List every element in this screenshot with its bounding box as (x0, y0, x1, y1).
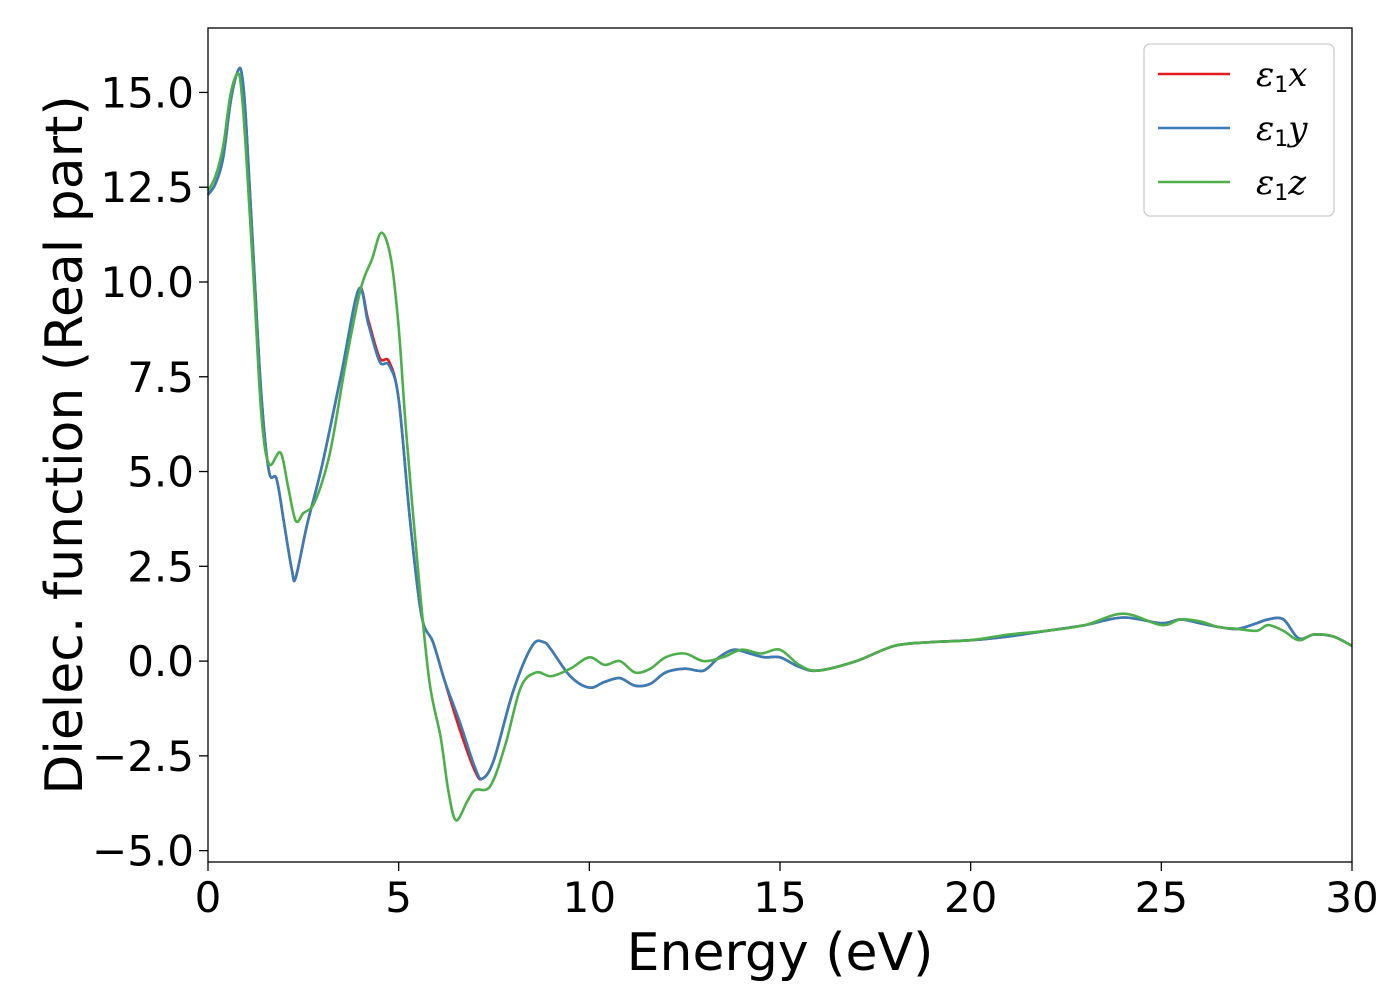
x-axis-ticks: 0 5 10 15 20 25 30 (195, 862, 1379, 922)
y-tick-label: 2.5 (127, 542, 194, 591)
x-tick-label: 5 (385, 873, 412, 922)
x-axis-label: Energy (eV) (627, 923, 934, 983)
legend-label-z: ε1z (1256, 163, 1307, 206)
x-tick-label: 15 (753, 873, 806, 922)
x-tick-label: 25 (1135, 873, 1188, 922)
x-tick-label: 10 (563, 873, 616, 922)
y-tick-label: −2.5 (92, 732, 194, 781)
y-tick-label: 10.0 (100, 258, 194, 307)
y-axis-label: Dielec. function (Real part) (35, 95, 95, 794)
y-tick-label: 15.0 (100, 68, 194, 117)
series-line-z (206, 72, 1353, 822)
x-tick-label: 0 (195, 873, 222, 922)
y-tick-label: 5.0 (127, 448, 194, 497)
x-tick-label: 30 (1325, 873, 1378, 922)
y-axis-ticks: −5.0 −2.5 0.0 2.5 5.0 7.5 10.0 12.5 15.0 (92, 68, 208, 876)
legend-box (1143, 43, 1335, 217)
y-tick-label: −5.0 (92, 827, 194, 876)
series-line-y (206, 66, 1353, 781)
legend: ε1x ε1y ε1z (1143, 43, 1335, 217)
series-layer (206, 66, 1353, 822)
x-tick-label: 20 (944, 873, 997, 922)
y-tick-label: 7.5 (127, 353, 194, 402)
y-tick-label: 12.5 (100, 163, 194, 212)
legend-label-x: ε1x (1256, 55, 1307, 98)
legend-label-y: ε1y (1256, 109, 1308, 152)
y-tick-label: 0.0 (127, 637, 194, 686)
